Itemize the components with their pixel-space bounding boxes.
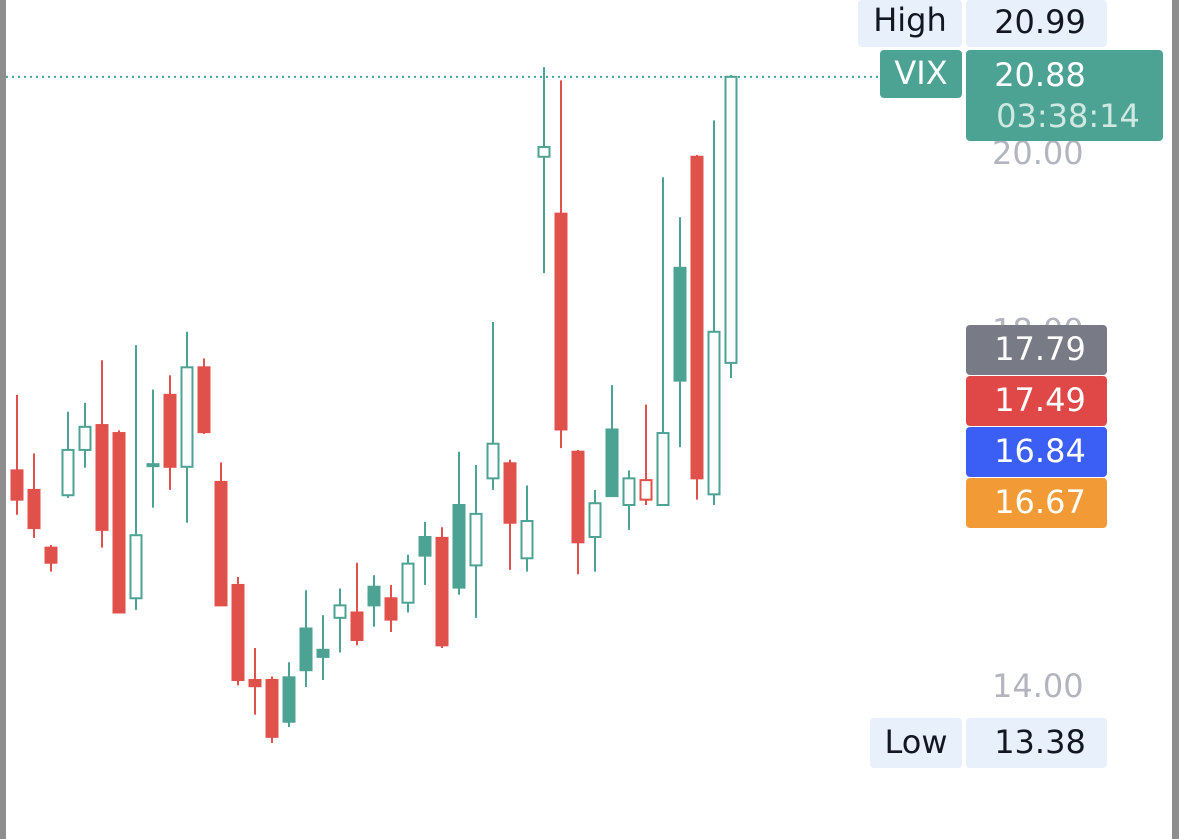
candle-body	[146, 463, 160, 468]
candle-body	[367, 585, 381, 607]
candles	[6, 67, 880, 744]
low-value-box	[966, 718, 1107, 768]
candle-body	[571, 450, 585, 544]
indicator-labels: 17.79 17.49 16.84 16.67	[966, 325, 1107, 528]
candle-body	[554, 212, 568, 431]
indicator-box	[966, 478, 1107, 528]
candle-body	[452, 503, 466, 589]
low-label-box	[870, 718, 962, 768]
candle-body	[44, 546, 58, 564]
candle-body	[112, 432, 126, 614]
indicator-value: 16.67	[994, 483, 1086, 521]
candle-body	[724, 75, 738, 364]
high-value-box	[966, 0, 1107, 47]
indicator-value: 17.49	[994, 381, 1086, 419]
candle-body	[486, 442, 500, 480]
candle-body	[469, 512, 483, 567]
candle-body	[520, 519, 534, 560]
indicator-box	[966, 427, 1107, 477]
candle-body	[537, 146, 551, 158]
candle-body	[622, 477, 636, 506]
candle-body	[503, 462, 517, 524]
candle-body	[214, 480, 228, 607]
candle-body	[282, 676, 296, 723]
indicator-box	[966, 325, 1107, 375]
candle-body	[350, 611, 364, 642]
candle-body	[605, 428, 619, 498]
candle-body	[248, 678, 262, 688]
low-value: 13.38	[994, 723, 1086, 761]
candle-body	[316, 648, 330, 658]
candle-body	[401, 562, 415, 604]
high-label: High	[873, 1, 947, 39]
candle-body	[78, 425, 92, 451]
candle-body	[673, 266, 687, 382]
candle-body	[588, 502, 602, 538]
candle-body	[299, 627, 313, 672]
y-tick-label: 14.00	[992, 667, 1084, 705]
last-price: 20.88	[994, 56, 1086, 94]
candle-body	[384, 597, 398, 621]
candle-body	[435, 536, 449, 647]
last-price-box	[966, 50, 1163, 141]
candle-body	[10, 469, 24, 501]
candle-body	[418, 535, 432, 557]
symbol-box	[880, 50, 962, 98]
left-border	[0, 0, 6, 839]
candle-body	[163, 393, 177, 468]
candle-body	[27, 488, 41, 530]
indicator-box	[966, 376, 1107, 426]
indicator-value: 17.79	[994, 330, 1086, 368]
candle-body	[265, 678, 279, 738]
indicator-value: 16.84	[994, 432, 1086, 470]
candle-body	[180, 366, 194, 468]
candle-body	[197, 366, 211, 434]
symbol: VIX	[894, 54, 947, 92]
price-labels: High 20.99 VIX 20.88 03:38:14 Low 13.38	[858, 0, 1163, 768]
countdown: 03:38:14	[996, 97, 1140, 135]
right-border	[1172, 0, 1179, 839]
low-label: Low	[884, 723, 947, 761]
candle-body	[333, 604, 347, 619]
high-label-box	[858, 0, 962, 47]
candle-body	[707, 330, 721, 496]
high-value: 20.99	[994, 3, 1086, 41]
candle-body	[95, 424, 109, 531]
candle-body	[61, 448, 75, 497]
candle-body	[231, 583, 245, 681]
candle-body	[639, 479, 653, 501]
candle-body	[129, 534, 143, 600]
candle-body	[690, 155, 704, 480]
candle-body	[656, 432, 670, 506]
